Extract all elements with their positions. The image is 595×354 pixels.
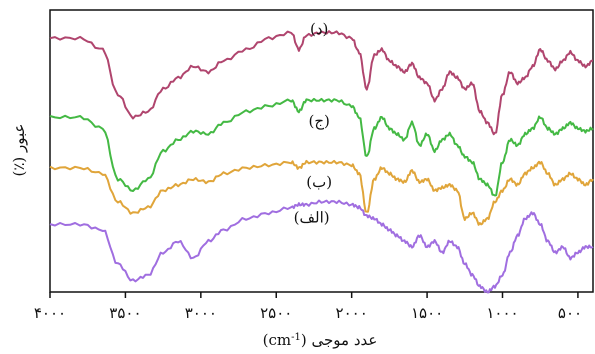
plot-frame [49,9,594,293]
series-line-3 [49,199,594,294]
series-label-0: (د) [310,20,328,38]
series-layer [49,30,594,294]
x-axis-label: عدد موجی (cm-1) [263,331,378,349]
x-tick-label-0: ۴۰۰۰ [34,304,66,322]
x-tick-label-6: ۱۰۰۰ [486,304,518,322]
series-line-0 [49,30,594,136]
x-tick-label-1: ۳۵۰۰ [109,304,141,322]
curve-labels: (د) (ج) (ب) (الف) [294,20,332,226]
series-label-2: (ب) [306,173,332,191]
x-tick-label-4: ۲۰۰۰ [336,304,368,322]
x-tick-label-2: ۳۰۰۰ [185,304,217,322]
series-line-1 [49,97,594,197]
series-line-2 [49,159,594,226]
x-tick-label-5: ۱۵۰۰ [411,304,443,322]
x-axis-ticks: ۴۰۰۰ ۳۵۰۰ ۳۰۰۰ ۲۵۰۰ ۲۰۰۰ ۱۵۰۰ ۱۰۰۰ ۵۰۰ [34,292,582,322]
x-tick-label-7: ۵۰۰ [558,304,582,322]
x-tick-label-3: ۲۵۰۰ [260,304,292,322]
y-axis-label: عبور (٪) [10,124,28,177]
series-label-1: (ج) [309,112,330,130]
series-label-3: (الف) [294,209,330,227]
